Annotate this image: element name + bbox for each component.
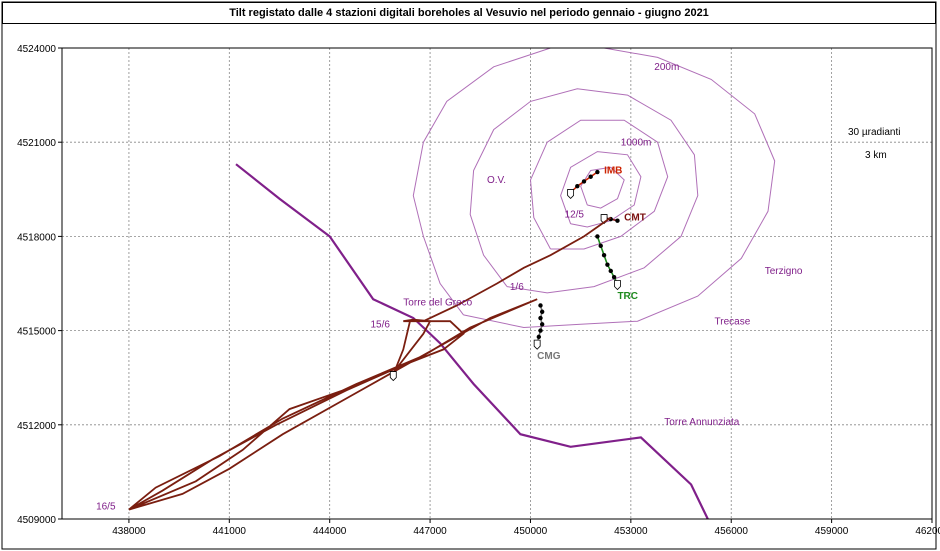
- data-point: [588, 174, 593, 179]
- contour-line: [560, 151, 642, 228]
- x-tick-label: 459000: [815, 526, 849, 537]
- y-tick-label: 4515000: [17, 327, 56, 338]
- data-point: [598, 243, 603, 249]
- date-label: 12/5: [565, 210, 585, 221]
- place-label: Torre del Greco: [403, 297, 472, 308]
- y-tick-label: 4521000: [17, 138, 56, 149]
- place-label: Terzigno: [765, 266, 803, 277]
- data-point: [581, 179, 587, 184]
- data-point: [539, 309, 545, 314]
- data-point: [611, 275, 617, 280]
- place-label: Torre Annunziata: [664, 417, 739, 428]
- contours: [412, 47, 776, 329]
- data-point: [538, 328, 543, 333]
- data-point: [538, 303, 543, 308]
- station-label: CMT: [624, 213, 646, 224]
- contour-label: 1000m: [621, 137, 652, 148]
- contour-line: [580, 166, 625, 209]
- labels: IMB CMT TRC CMG 200m 1000m O.V. Terzigno Trecase…: [96, 62, 900, 513]
- data-point: [615, 218, 620, 223]
- x-tick-label: 453000: [614, 526, 648, 537]
- end-marker: [533, 339, 541, 350]
- end-marker: [614, 280, 621, 291]
- contour-line: [412, 47, 776, 329]
- date-label: 16/5: [96, 502, 116, 513]
- contour-line: [529, 119, 669, 250]
- scale-label-tilt: 30 µradianti: [848, 127, 900, 138]
- data-point: [539, 322, 545, 327]
- date-label: 15/6: [370, 319, 390, 330]
- data-point: [595, 234, 600, 239]
- data-point: [536, 334, 542, 340]
- coastline: [235, 163, 709, 520]
- x-tick-label: 450000: [514, 526, 548, 537]
- x-tick-label: 456000: [715, 526, 749, 537]
- end-marker: [567, 189, 575, 200]
- tilt-series: [128, 169, 621, 511]
- scale-label-distance: 3 km: [865, 150, 887, 161]
- data-point: [605, 262, 610, 267]
- data-point: [595, 169, 600, 175]
- place-label: O.V.: [487, 175, 506, 186]
- y-tick-label: 4509000: [17, 515, 56, 526]
- y-tick-label: 4524000: [17, 44, 56, 55]
- contour-label: 200m: [654, 62, 679, 73]
- data-point: [601, 253, 607, 258]
- plot-border: [61, 47, 933, 520]
- track-end-marker: [389, 371, 397, 382]
- x-tick-label: 438000: [112, 526, 146, 537]
- coastline-path: [235, 163, 709, 520]
- axes: 438000 441000 444000 447000 450000 453000 4560…: [17, 44, 940, 537]
- y-tick-label: 4512000: [17, 421, 56, 432]
- station-label: TRC: [617, 291, 638, 302]
- data-point: [575, 183, 580, 189]
- tilt-track: [128, 216, 612, 511]
- y-tick-label: 4518000: [17, 232, 56, 243]
- date-label: 1/6: [510, 282, 524, 293]
- x-tick-label: 441000: [213, 526, 247, 537]
- x-tick-label: 462000: [915, 526, 940, 537]
- contour-line: [469, 88, 699, 294]
- place-label: Trecase: [715, 316, 751, 327]
- data-point: [538, 315, 543, 321]
- station-label: IMB: [604, 166, 622, 177]
- x-tick-label: 447000: [413, 526, 447, 537]
- x-tick-label: 444000: [313, 526, 347, 537]
- station-label: CMG: [537, 351, 561, 362]
- data-point: [608, 268, 613, 274]
